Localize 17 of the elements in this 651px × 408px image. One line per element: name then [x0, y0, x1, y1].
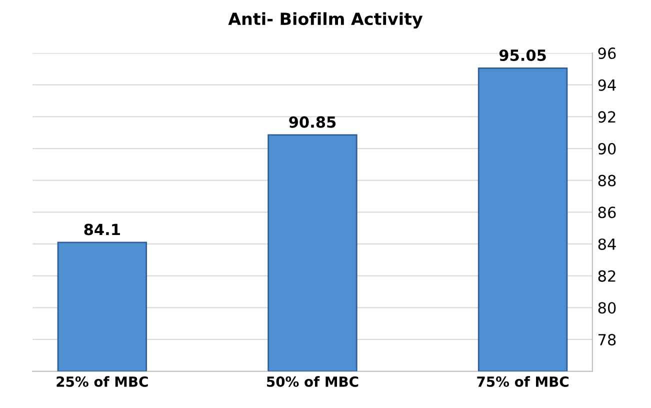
y-tick-label: 84	[598, 238, 616, 250]
y-tick-label: 96	[598, 48, 616, 60]
y-tick-label: 88	[598, 174, 616, 186]
data-label: 95.05	[499, 49, 546, 62]
y-tick-label: 80	[598, 302, 616, 314]
y-tick-label: 78	[598, 334, 616, 346]
chart-title: Anti- Biofilm Activity	[228, 12, 423, 28]
y-tick-label: 92	[598, 111, 616, 123]
y-tick-label: 94	[598, 79, 616, 91]
x-tick-label: 50% of MBC	[267, 376, 358, 387]
y-tick-label: 86	[598, 206, 616, 218]
data-label: 90.85	[289, 116, 336, 128]
y-tick-label: 90	[598, 142, 616, 155]
y-tick-label: 82	[598, 270, 616, 282]
data-label: 84.1	[84, 224, 120, 236]
x-tick-label: 75% of MBC	[477, 376, 568, 387]
x-tick-label: 25% of MBC	[56, 376, 148, 387]
